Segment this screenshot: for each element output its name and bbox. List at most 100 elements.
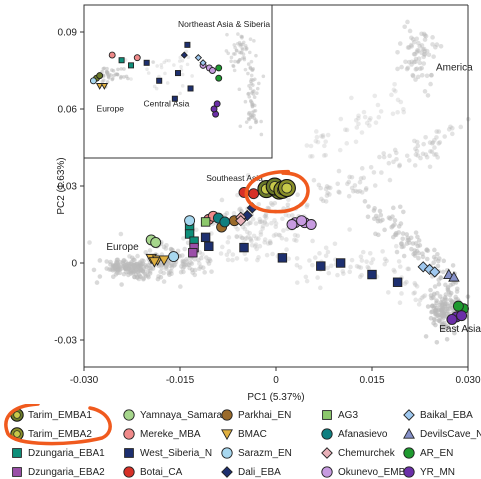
inset-data-point [180, 51, 188, 59]
legend-label: Dali_EBA [238, 466, 281, 478]
legend-marker-icon [321, 447, 333, 459]
inset-data-point [108, 51, 116, 59]
legend-marker-icon [123, 466, 135, 478]
inset-data-point [215, 74, 223, 82]
series-baikal-eba [417, 261, 441, 278]
inset-region-label: Southeast Asia [206, 173, 263, 183]
inset-region-label: Central Asia [144, 98, 190, 108]
legend-marker [321, 447, 333, 459]
legend-marker-icon [221, 466, 233, 478]
pca-scatter-plot: America Europe East Asia 0.09 0.06 Northeast… [54, 4, 481, 403]
legend-item-okunevo-emba: Okunevo_EMBA [320, 465, 412, 479]
y-tick-label: 0 [71, 259, 77, 270]
data-point [158, 255, 170, 266]
legend-marker [403, 427, 415, 439]
legend-marker [322, 410, 332, 420]
legend-item-ag3: AG3 [320, 408, 358, 422]
inset-region-label: Northeast Asia & Siberia [178, 19, 270, 29]
data-point [248, 188, 260, 200]
region-label: East Asia [439, 324, 481, 335]
legend-marker [221, 447, 233, 459]
data-point [204, 241, 214, 252]
inset-data-point [215, 64, 223, 72]
series-tarim-emba2 [273, 179, 296, 199]
series-okunevo-emba [286, 215, 317, 230]
legend-item-sarazm-en: Sarazm_EN [220, 446, 292, 460]
legend-marker-icon [322, 410, 332, 420]
legend-label: Dzungaria_EBA2 [28, 466, 105, 478]
legend-marker-icon [221, 429, 233, 441]
data-point [184, 215, 196, 227]
legend-item-dali-eba: Dali_EBA [220, 465, 281, 479]
legend-marker-icon [321, 428, 333, 440]
inset-data-point [95, 83, 104, 90]
legend-marker-icon [403, 466, 415, 478]
data-point [188, 248, 198, 258]
y-tick-label: -0.03 [54, 336, 77, 347]
legend-item-baikal-eba: Baikal_EBA [402, 408, 473, 422]
inset-series-sarazm-en [89, 77, 97, 85]
legend-item-bmac: BMAC [220, 427, 267, 441]
legend-label: Botai_CA [140, 466, 183, 478]
inset-data-point [156, 77, 163, 84]
legend-marker-icon [124, 448, 134, 458]
data-point [168, 251, 180, 263]
data-point [367, 269, 377, 280]
legend-label: Sarazm_EN [238, 447, 292, 459]
inset-series-dzungaria-eba1 [118, 57, 134, 69]
data-point [239, 242, 249, 253]
x-tick-label: 0 [273, 375, 279, 386]
inset-data-point [210, 105, 218, 113]
inset-panel [83, 4, 273, 159]
legend-marker-icon [403, 409, 415, 421]
legend-label: YR_MN [420, 466, 456, 478]
legend-item-dzungaria-eba1: Dzungaria_EBA1 [10, 446, 105, 460]
legend-item-botai-ca: Botai_CA [122, 465, 182, 479]
data-point [296, 215, 308, 227]
x-axis-label: PC1 (5.37%) [247, 392, 304, 403]
legend-marker-icon [12, 448, 22, 458]
legend-label: Okunevo_EMBA [338, 466, 412, 478]
legend-marker [403, 409, 415, 421]
legend-highlight-annotation [4, 404, 112, 446]
legend: Tarim_EMBA1 Tarim_EMBA2 Dzungaria_EBA1 Dzun… [0, 404, 481, 479]
legend-marker-icon [123, 428, 135, 440]
y-axis-label: PC2 (1.63%) [56, 157, 67, 214]
legend-marker-icon [403, 427, 415, 439]
data-point [281, 182, 293, 194]
inset-data-point [213, 100, 221, 108]
data-point [335, 258, 346, 268]
inset-data-point [143, 59, 150, 66]
legend-label: DevilsCave_N [420, 428, 481, 440]
inset-series-ar-en [215, 64, 223, 82]
inset-region-label: Europe [97, 104, 125, 114]
legend-item-ar-en: AR_EN [402, 446, 453, 460]
legend-marker-icon [321, 466, 333, 478]
legend-label: Parkhai_EN [238, 409, 292, 421]
legend-label: Afanasievo [338, 428, 388, 440]
data-point [150, 237, 162, 248]
legend-marker-icon [123, 409, 135, 421]
data-point [277, 253, 288, 263]
inset-y-tick-label: 0.06 [58, 105, 78, 116]
region-label: America [436, 63, 473, 74]
legend-marker [123, 409, 135, 421]
inset-data-point [96, 72, 104, 80]
inset-data-point [174, 70, 181, 77]
data-point [305, 219, 317, 230]
data-point [235, 215, 247, 227]
data-point [429, 266, 441, 278]
legend-item-yamnaya-samara: Yamnaya_Samara [122, 408, 222, 422]
series-bmac [145, 253, 170, 268]
legend-label: Mereke_MBA [140, 428, 201, 440]
data-point [452, 300, 464, 312]
legend-marker-icon [403, 447, 415, 459]
inset-data-point [209, 67, 216, 74]
legend-label: Baikal_EBA [420, 409, 473, 421]
inset-series-bmac [95, 83, 109, 90]
legend-label: Tarim_EMBA1 [28, 409, 92, 421]
legend-item-afanasievo: Afanasievo [320, 427, 387, 441]
inset-data-point [89, 77, 97, 85]
legend-marker [403, 447, 415, 459]
